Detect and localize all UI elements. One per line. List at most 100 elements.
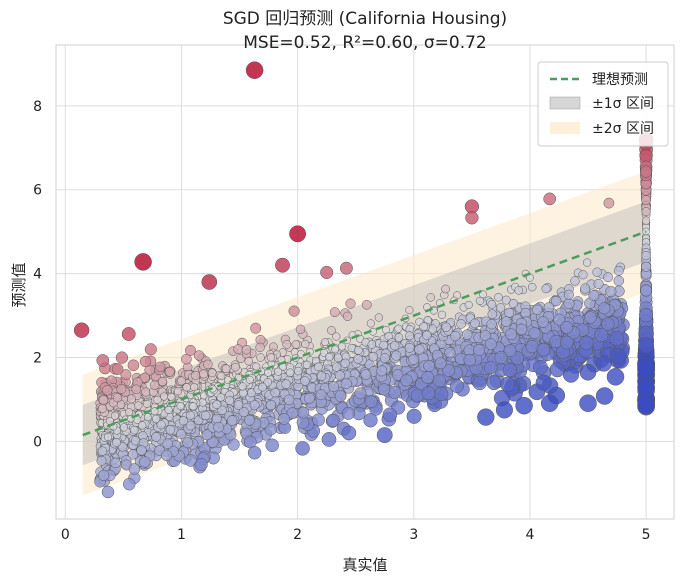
legend-2sigma-label: ±2σ 区间 xyxy=(592,121,654,137)
data-point xyxy=(321,432,337,447)
data-point xyxy=(505,328,517,341)
data-point xyxy=(391,350,402,361)
data-point xyxy=(116,384,127,394)
data-point xyxy=(444,347,456,359)
data-point xyxy=(434,386,449,402)
data-point xyxy=(580,283,591,294)
data-point xyxy=(641,195,652,206)
data-point xyxy=(165,425,176,435)
data-point xyxy=(282,340,292,349)
data-point xyxy=(388,385,402,399)
data-point xyxy=(213,421,224,433)
data-point xyxy=(391,369,404,381)
data-point xyxy=(525,340,539,354)
data-point xyxy=(139,456,151,468)
data-point xyxy=(110,411,119,420)
data-point xyxy=(508,298,519,309)
data-point xyxy=(144,343,157,356)
data-point xyxy=(465,211,479,225)
data-point xyxy=(479,329,491,341)
data-point xyxy=(495,401,513,419)
data-point xyxy=(154,361,166,373)
data-point xyxy=(442,364,456,377)
data-point xyxy=(301,339,310,349)
data-point xyxy=(111,363,124,375)
data-point xyxy=(128,463,141,475)
data-point xyxy=(578,270,588,280)
data-point xyxy=(563,298,575,310)
data-point xyxy=(494,293,503,302)
data-point xyxy=(609,347,627,364)
data-point xyxy=(367,340,377,349)
data-point xyxy=(641,216,651,225)
data-point xyxy=(185,420,196,431)
data-point xyxy=(212,400,222,410)
data-point xyxy=(199,369,209,379)
data-point xyxy=(162,438,173,449)
data-point xyxy=(176,401,185,410)
data-point xyxy=(540,394,559,412)
data-point xyxy=(176,428,187,440)
data-point xyxy=(470,318,480,329)
x-tick-label: 0 xyxy=(61,527,70,543)
data-point xyxy=(110,457,121,469)
data-point xyxy=(514,286,523,295)
data-point xyxy=(639,149,653,163)
data-point xyxy=(414,344,425,355)
x-tick-label: 5 xyxy=(642,527,651,543)
data-point xyxy=(203,359,213,370)
data-point xyxy=(217,405,227,416)
data-point xyxy=(464,300,473,309)
data-point xyxy=(285,368,295,377)
data-point xyxy=(315,389,327,401)
data-point xyxy=(138,421,147,430)
x-tick-label: 4 xyxy=(525,527,534,543)
data-point xyxy=(264,368,273,377)
data-point xyxy=(515,396,533,415)
data-point xyxy=(164,405,173,414)
data-point xyxy=(332,362,342,372)
data-point xyxy=(193,350,205,361)
data-point xyxy=(136,445,147,456)
data-point xyxy=(419,322,429,331)
data-point xyxy=(176,376,186,386)
legend-2sigma-swatch xyxy=(550,122,580,134)
data-point xyxy=(266,353,276,362)
data-point xyxy=(312,413,325,427)
data-point xyxy=(437,310,447,319)
data-point xyxy=(302,360,312,369)
data-point xyxy=(527,282,537,292)
data-point xyxy=(441,284,450,294)
data-point xyxy=(300,376,310,386)
data-point xyxy=(640,165,653,178)
data-point xyxy=(191,370,200,380)
data-point xyxy=(326,413,340,427)
data-point xyxy=(598,302,611,315)
data-point xyxy=(394,324,403,333)
data-point xyxy=(225,396,235,405)
data-point xyxy=(325,352,334,362)
data-point xyxy=(126,394,136,404)
data-point xyxy=(605,286,617,298)
data-point xyxy=(588,290,600,301)
data-point xyxy=(255,342,265,353)
data-point xyxy=(606,368,625,386)
data-point xyxy=(238,382,247,391)
data-point xyxy=(535,374,552,391)
data-point xyxy=(256,353,265,362)
data-point xyxy=(334,390,347,402)
data-point xyxy=(456,319,466,329)
data-point xyxy=(559,335,574,350)
legend-ideal-label: 理想预测 xyxy=(592,72,648,88)
data-point xyxy=(613,265,624,276)
data-point xyxy=(640,284,653,297)
data-point xyxy=(609,331,625,346)
data-point xyxy=(637,396,655,415)
data-point xyxy=(532,359,548,375)
data-point xyxy=(495,303,506,313)
data-point xyxy=(182,437,194,449)
data-point xyxy=(360,369,372,380)
data-point xyxy=(641,261,652,272)
data-point xyxy=(190,383,199,392)
data-point xyxy=(487,300,497,309)
